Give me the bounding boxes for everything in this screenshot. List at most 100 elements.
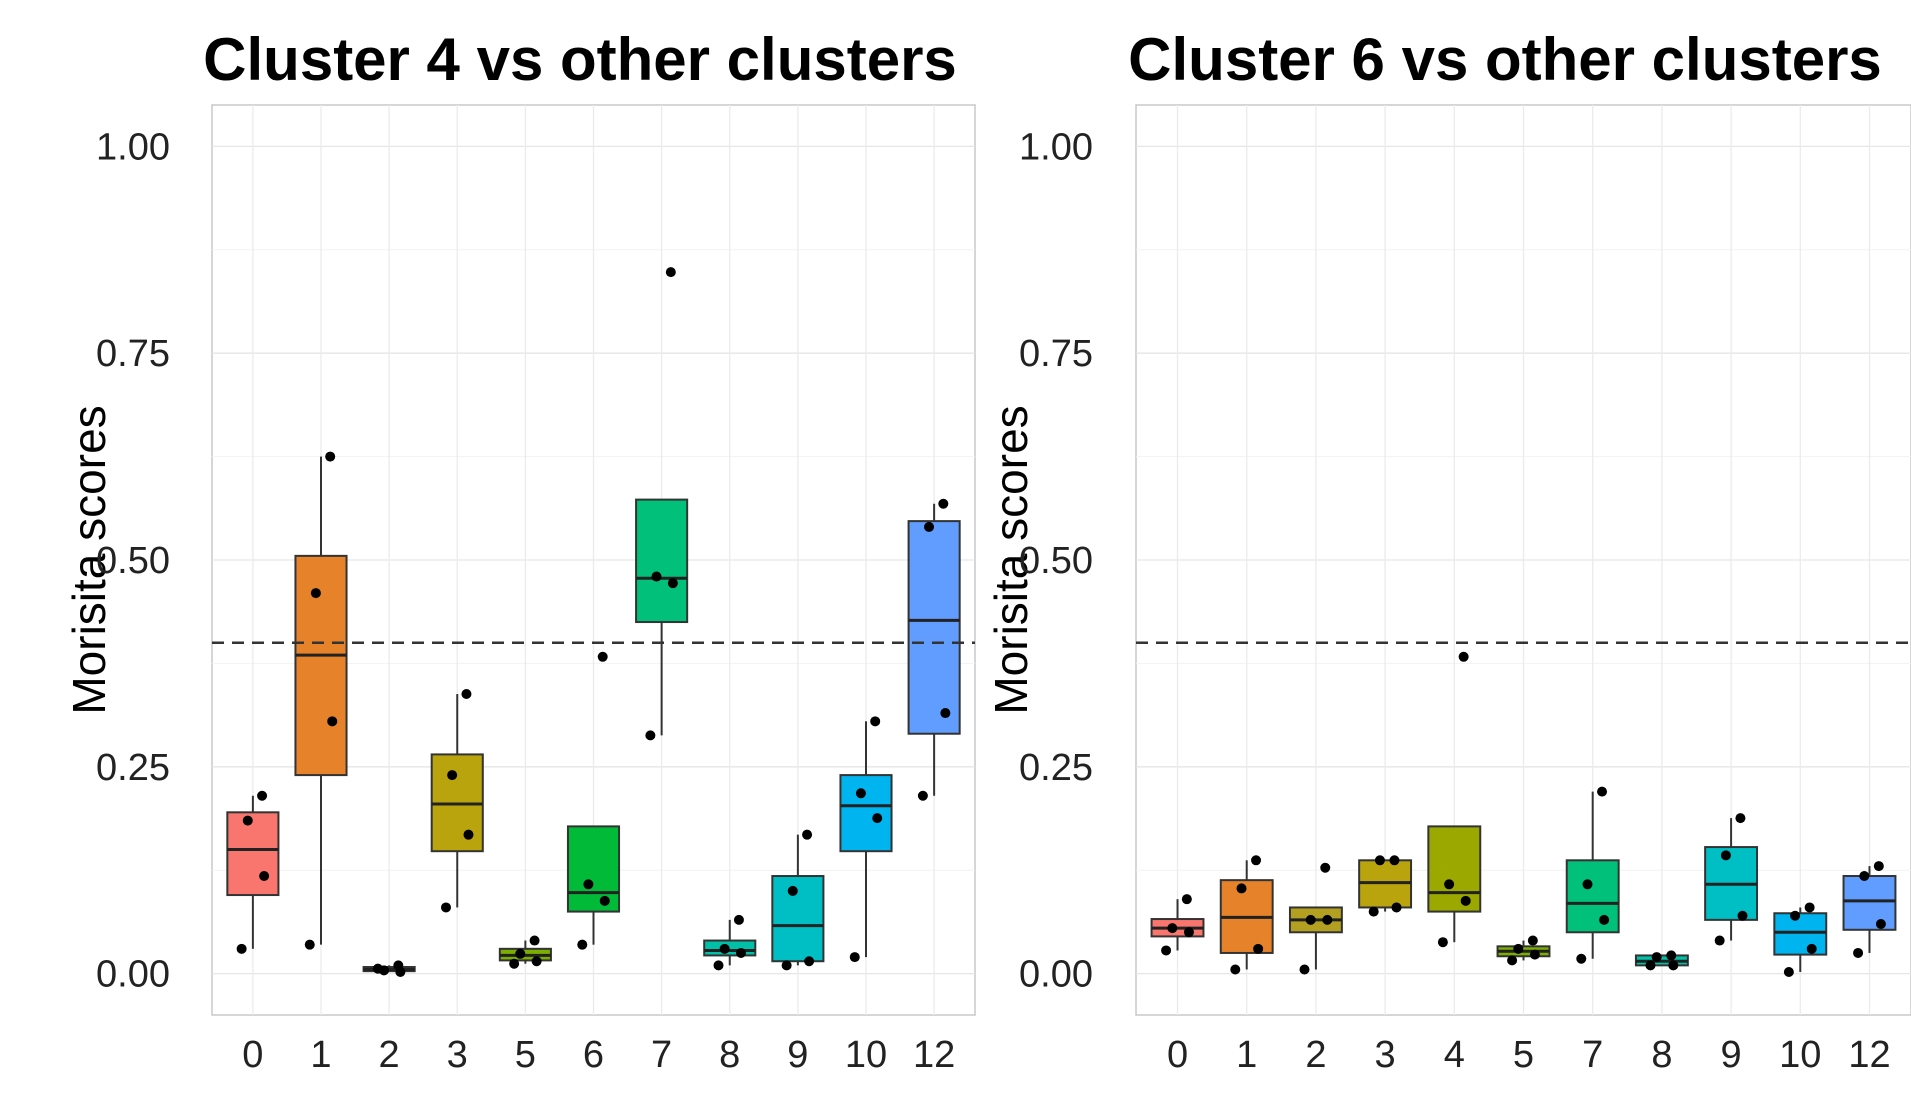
data-point (1720, 850, 1731, 861)
data-point (1859, 871, 1870, 882)
data-point (1181, 894, 1192, 905)
data-point (259, 871, 270, 882)
data-point (325, 451, 336, 462)
data-point (1582, 879, 1593, 890)
data-point (531, 956, 542, 967)
data-point (461, 689, 472, 700)
y-tick-label: 0.75 (1019, 333, 1093, 375)
box (839, 774, 893, 853)
y-tick-label: 0.75 (96, 333, 170, 375)
data-point (940, 708, 951, 719)
data-point (597, 651, 608, 662)
data-point (849, 952, 860, 963)
data-point (1875, 919, 1886, 929)
data-point (1236, 883, 1247, 894)
data-point (1230, 964, 1241, 975)
data-point (1305, 914, 1316, 925)
data-point (1391, 902, 1402, 913)
data-point (1735, 813, 1746, 824)
data-point (1389, 855, 1400, 866)
y-tick-label: 0.00 (1019, 954, 1093, 996)
x-tick-label: 5 (1513, 1034, 1534, 1076)
x-tick-label: 9 (1721, 1034, 1742, 1076)
data-point (1737, 910, 1748, 921)
y-axis-label: Morisita scores (985, 405, 1037, 714)
box (703, 939, 757, 957)
data-point (529, 935, 540, 946)
x-tick-label: 1 (310, 1034, 331, 1076)
data-point (1299, 964, 1310, 975)
data-point (1790, 910, 1801, 921)
x-tick-label: 6 (583, 1034, 604, 1076)
box (294, 554, 348, 777)
data-point (1437, 937, 1448, 948)
data-point (1368, 906, 1379, 917)
x-tick-label: 7 (651, 1034, 672, 1076)
box (635, 498, 689, 624)
x-tick-label: 7 (1582, 1034, 1603, 1076)
data-point (1507, 955, 1518, 966)
y-tick-label: 0.00 (96, 954, 170, 996)
data-point (855, 788, 866, 799)
data-point (242, 815, 253, 826)
x-tick-label: 12 (1848, 1034, 1890, 1076)
box (1842, 875, 1897, 931)
data-point (1666, 950, 1677, 961)
data-point (1167, 923, 1178, 934)
data-point (870, 716, 881, 727)
panel-title: Cluster 6 vs other clusters (1128, 26, 1882, 93)
data-point (1873, 861, 1884, 872)
data-point (1599, 914, 1610, 925)
data-point (1183, 927, 1194, 938)
data-point (1253, 943, 1264, 954)
data-point (872, 813, 883, 824)
x-tick-label: 12 (913, 1034, 955, 1076)
data-point (917, 790, 928, 801)
x-tick-label: 9 (787, 1034, 808, 1076)
x-tick-label: 10 (1779, 1034, 1821, 1076)
data-point (1444, 879, 1455, 890)
data-point (781, 960, 792, 971)
data-point (787, 885, 798, 896)
y-tick-label: 1.00 (96, 126, 170, 168)
data-point (733, 914, 744, 925)
data-point (1668, 960, 1679, 971)
plot-area: 0.000.250.500.751.000 1 2 3 4 5 7 8 9 10 12 (1019, 104, 1911, 1076)
data-point (1322, 914, 1333, 925)
x-tick-label: 2 (379, 1034, 400, 1076)
data-point (713, 960, 724, 971)
x-tick-label: 2 (1305, 1034, 1326, 1076)
data-point (1645, 960, 1656, 971)
box (1773, 912, 1828, 956)
data-point (1597, 786, 1608, 797)
data-point (719, 943, 730, 954)
x-tick-label: 5 (515, 1034, 536, 1076)
box (566, 825, 621, 913)
data-point (515, 948, 526, 959)
data-point (327, 716, 338, 727)
x-tick-label: 3 (1375, 1034, 1396, 1076)
data-point (1320, 862, 1331, 873)
data-point (1460, 895, 1471, 906)
y-tick-label: 0.50 (96, 540, 170, 582)
data-point (257, 790, 268, 801)
x-tick-label: 0 (242, 1034, 263, 1076)
data-point (583, 879, 594, 890)
data-point (1513, 943, 1524, 954)
plot-area: 0.000.250.500.751.000 1 2 3 5 6 7 8 9 10 12 (96, 104, 976, 1076)
box (1565, 859, 1620, 934)
data-point (577, 939, 588, 950)
data-point (667, 578, 678, 589)
box (1427, 825, 1482, 913)
data-point (1161, 945, 1172, 956)
data-point (802, 829, 813, 840)
data-point (651, 571, 662, 582)
data-point (1458, 651, 1469, 662)
data-point (1529, 949, 1540, 960)
y-tick-label: 0.25 (1019, 747, 1093, 789)
x-tick-label: 8 (1651, 1034, 1672, 1076)
x-tick-label: 10 (845, 1034, 887, 1076)
data-point (735, 947, 746, 958)
data-point (665, 267, 676, 278)
